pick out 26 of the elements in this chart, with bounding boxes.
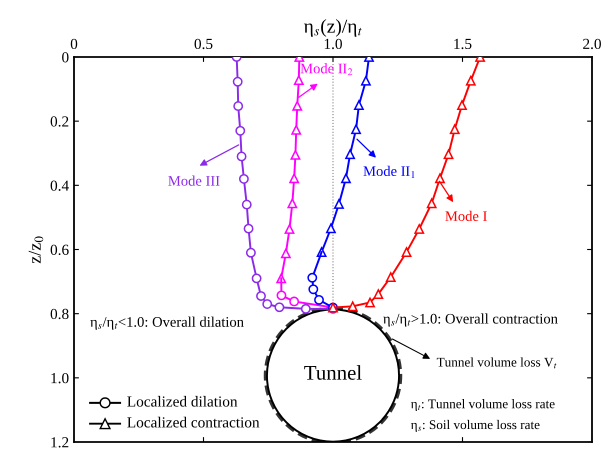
y-tick-label: 0.8 [50, 308, 69, 320]
annotation: Localized contraction [127, 416, 260, 428]
annotation: η$_{s}$/η$_{t}$<1.0: Overall dilation [90, 316, 244, 330]
annotation: Tunnel volume loss V$_{t}$ [436, 357, 556, 368]
y-tick-label: 1.2 [51, 437, 68, 448]
annotation: η$_{s}$/η$_{t}$>1.0: Overall contraction [383, 313, 558, 327]
annotation: Mode II$_{2}$ [300, 63, 352, 76]
x-tick-label: 1.5 [454, 38, 472, 50]
y-tick-label: 0.2 [50, 116, 68, 127]
y-tick-label: 0.6 [50, 244, 69, 256]
annotation: Localized dilation [127, 396, 238, 407]
y-axis-title: z/z$_{0}$ [28, 236, 44, 264]
x-axis-title: η$_{s}$(z)/η$_{t}$ [304, 19, 362, 37]
y-tick-label: 1.0 [51, 372, 69, 384]
annotation: η$_{t}$: Tunnel volume loss rate [410, 399, 555, 411]
x-tick-label: 2.0 [583, 38, 601, 50]
y-tick-label: 0.4 [50, 180, 69, 191]
annotation: η$_{s}$: Soil volume loss rate [410, 420, 540, 432]
annotation: Mode II$_{1}$ [363, 166, 414, 178]
annotation: Tunnel [304, 365, 362, 380]
x-tick-label: 0 [70, 38, 78, 50]
annotation: Mode I [445, 210, 487, 222]
y-tick-label: 0 [62, 52, 69, 62]
x-tick-label: 1.0 [324, 38, 342, 50]
annotation: Mode III [168, 176, 220, 186]
x-tick-label: 0.5 [194, 38, 212, 50]
